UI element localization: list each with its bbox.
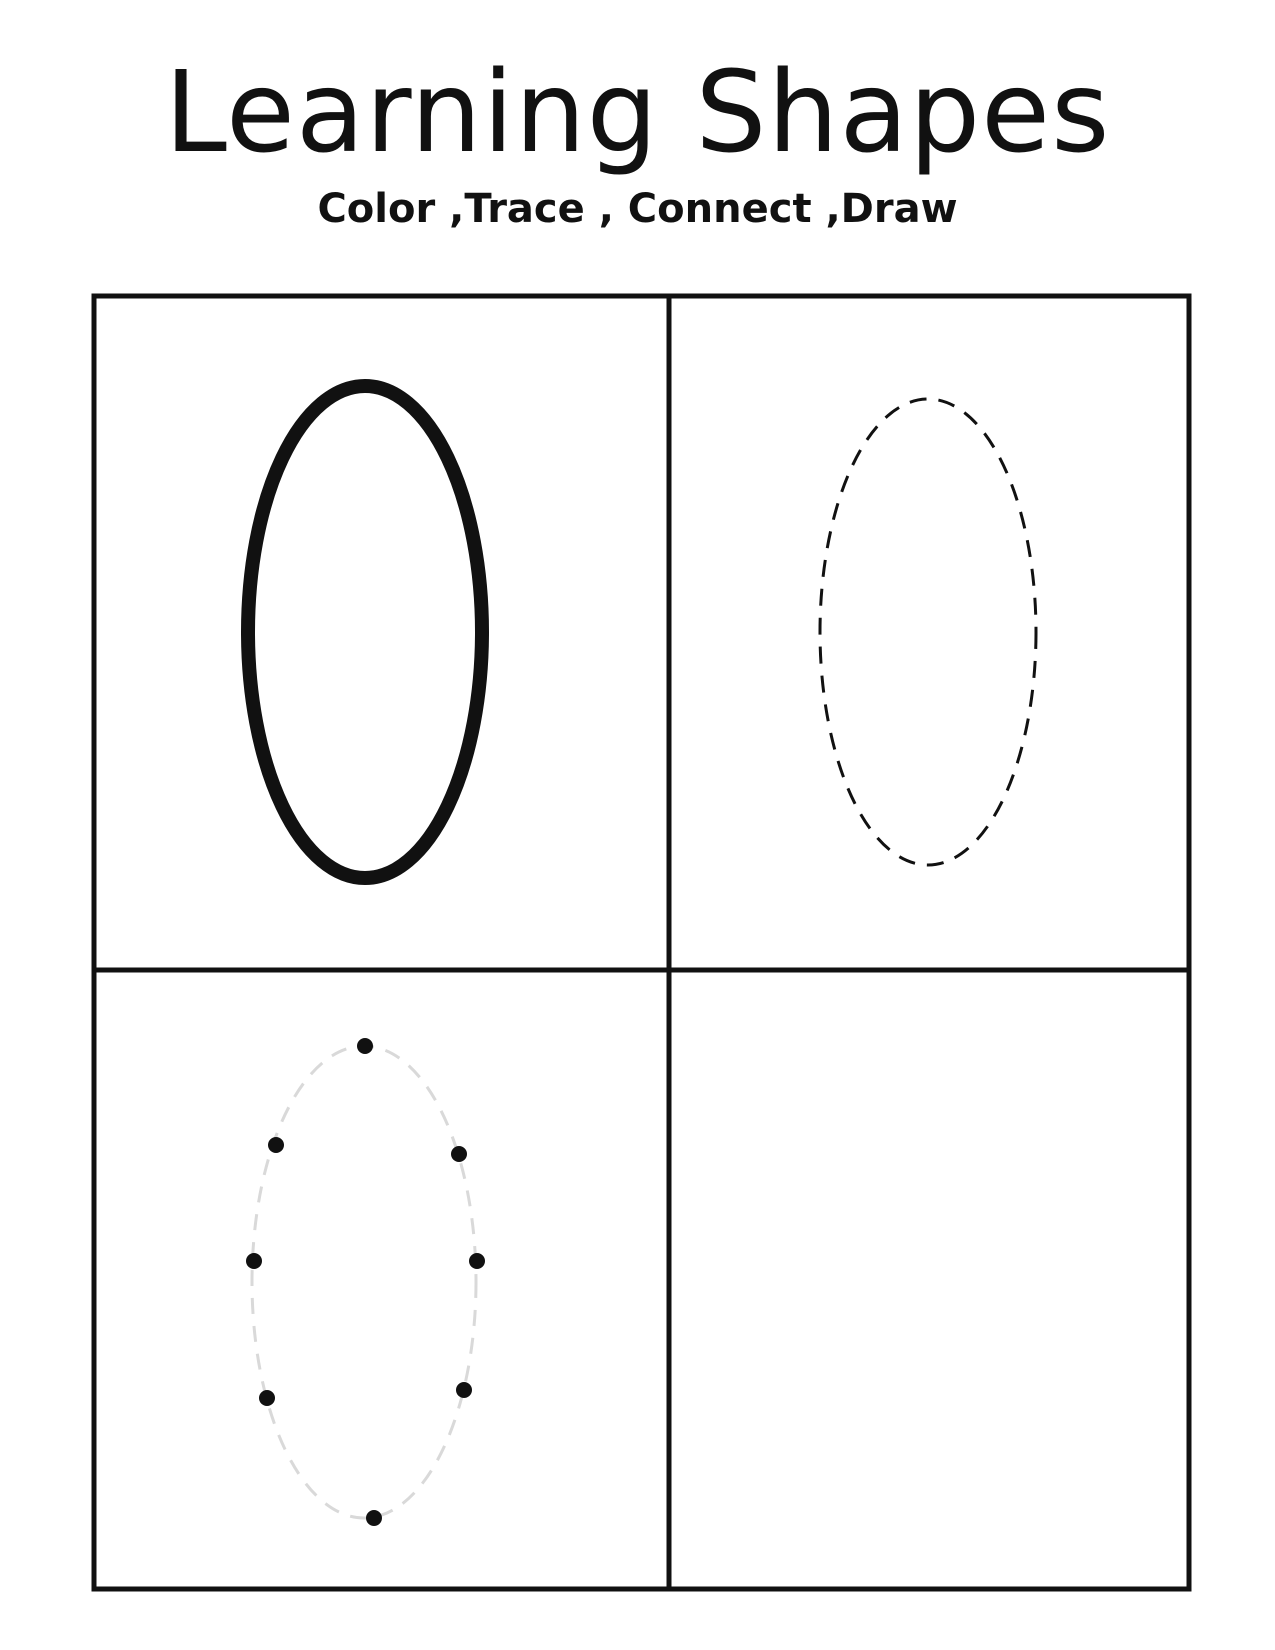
connect-dot[interactable] (366, 1510, 382, 1526)
connect-oval-guide (250, 1044, 478, 1520)
draw-panel[interactable] (672, 973, 1186, 1586)
trace-oval-dashed[interactable] (818, 397, 1038, 867)
connect-dot[interactable] (456, 1382, 472, 1398)
color-panel (241, 379, 489, 885)
connect-dot[interactable] (268, 1137, 284, 1153)
connect-panel (246, 1038, 485, 1526)
connect-dot[interactable] (259, 1390, 275, 1406)
connect-dot[interactable] (246, 1253, 262, 1269)
connect-dot[interactable] (451, 1146, 467, 1162)
grid-frame (91, 293, 1192, 1592)
page-title: Learning Shapes (164, 48, 1111, 178)
page-subtitle: Color ,Trace , Connect ,Draw (317, 186, 958, 232)
connect-dot[interactable] (469, 1253, 485, 1269)
trace-panel (818, 397, 1038, 867)
connect-dot[interactable] (357, 1038, 373, 1054)
color-oval-outline[interactable] (241, 379, 489, 885)
